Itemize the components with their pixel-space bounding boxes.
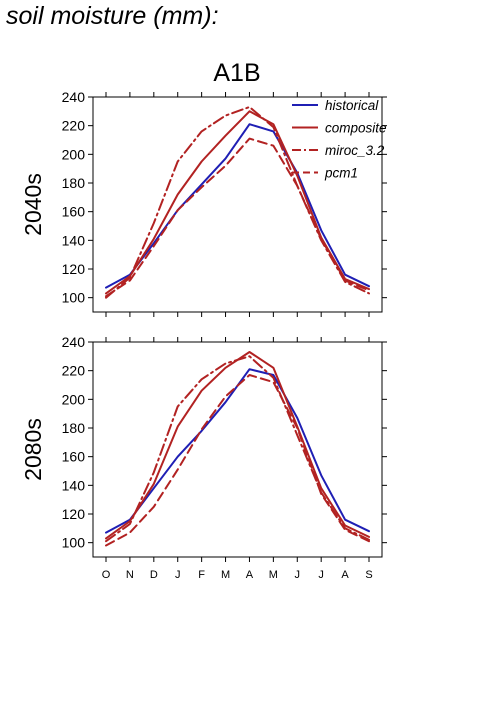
x-tick-label: A — [341, 569, 349, 581]
y-tick-label: 160 — [62, 449, 86, 465]
x-tick-label: J — [295, 569, 301, 581]
panel-2080s: 100 120 140 160 180 200 220 240 O N D J F M A M J J A S 2080… — [20, 334, 387, 581]
x-tick-label: D — [150, 569, 158, 581]
x-tick-label: J — [318, 569, 324, 581]
series-line-historical — [105, 123, 370, 289]
legend-label: composite — [325, 121, 387, 136]
y-tick-label: 140 — [62, 477, 86, 493]
y-tick-label: 140 — [62, 232, 86, 248]
y-tick-label: 180 — [62, 175, 86, 191]
series-line-composite — [105, 110, 370, 295]
y-tick-label: 240 — [62, 89, 86, 105]
x-tick-label: M — [269, 569, 278, 581]
y-tick-label: 120 — [62, 506, 86, 522]
y-tick-label: 160 — [62, 204, 86, 220]
y-tick-label: 100 — [62, 290, 86, 306]
legend-label: historical — [325, 98, 379, 113]
y-tick-label: 100 — [62, 535, 86, 551]
x-tick-label: M — [221, 569, 230, 581]
y-tick-label: 240 — [62, 334, 86, 350]
panel-2040s: 100 120 140 160 180 200 220 240 2040s historical c… — [20, 89, 387, 317]
legend-label: miroc_3.2 — [325, 143, 385, 158]
x-tick-label: A — [246, 569, 254, 581]
y-tick-label: 220 — [62, 363, 86, 379]
y-tick-label: 200 — [62, 391, 86, 407]
panel-label: 2080s — [20, 418, 46, 481]
plot-frame — [92, 96, 383, 313]
series-line-composite — [105, 351, 370, 540]
series-line-historical — [105, 368, 370, 534]
figure-title: soil moisture (mm): — [6, 2, 219, 30]
series-line-pcm1 — [105, 137, 370, 298]
series-line-pcm1 — [105, 374, 370, 547]
plot-frame — [92, 341, 383, 558]
y-tick-label: 180 — [62, 420, 86, 436]
y-tick-label: 220 — [62, 118, 86, 134]
y-tick-label: 120 — [62, 261, 86, 277]
panel-label: 2040s — [20, 173, 46, 236]
series-line-miroc-3-2 — [105, 106, 370, 299]
x-tick-label: N — [126, 569, 134, 581]
y-tick-label: 200 — [62, 146, 86, 162]
legend-label: pcm1 — [324, 166, 358, 181]
x-tick-label: O — [102, 569, 111, 581]
legend: historical composite miroc_3.2 pcm1 — [292, 98, 387, 181]
chart-panels: 100 120 140 160 180 200 220 240 2040s historical c… — [20, 89, 387, 581]
x-tick-label: J — [175, 569, 181, 581]
x-tick-label: S — [365, 569, 372, 581]
x-tick-label: F — [198, 569, 205, 581]
column-title: A1B — [213, 59, 260, 87]
